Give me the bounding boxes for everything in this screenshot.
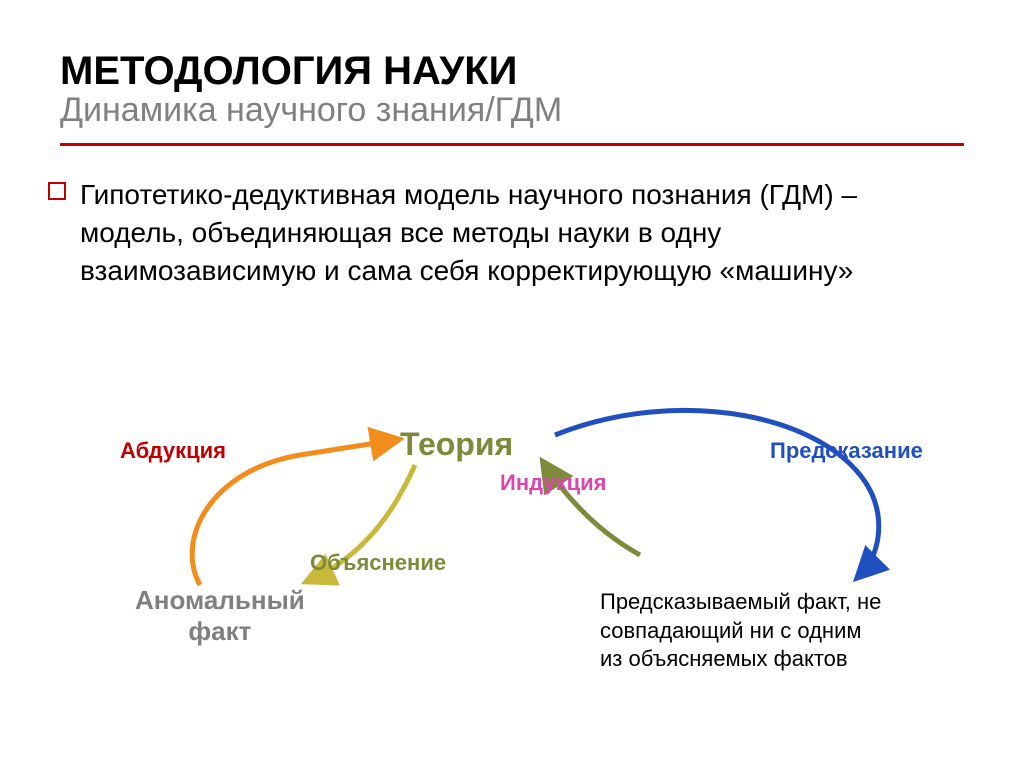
label-prediction: Предсказание [770, 438, 923, 464]
label-abduction: Абдукция [120, 438, 226, 464]
anomaly-line1: Аномальный [135, 585, 305, 615]
predfact-line2: совпадающий ни с одним [600, 618, 862, 643]
title-block: МЕТОДОЛОГИЯ НАУКИ Динамика научного знан… [0, 0, 1024, 137]
label-induction: Индукция [500, 470, 606, 496]
predfact-line1: Предсказываемый факт, не [600, 589, 881, 614]
paragraph: Гипотетико-дедуктивная модель научного п… [80, 176, 954, 289]
diagram-area: Теория Аномальный факт Абдукция Объяснен… [0, 400, 1024, 760]
node-prediction-fact: Предсказываемый факт, не совпадающий ни … [600, 588, 881, 674]
body-text: Гипотетико-дедуктивная модель научного п… [0, 146, 1024, 289]
node-theory: Теория [400, 425, 513, 463]
label-explanation: Объяснение [310, 550, 446, 576]
title-main: МЕТОДОЛОГИЯ НАУКИ [60, 50, 964, 92]
title-sub: Динамика научного знания/ГДМ [60, 92, 964, 129]
anomaly-line2: факт [188, 616, 251, 646]
node-anomaly: Аномальный факт [135, 585, 305, 647]
predfact-line3: из объясняемых фактов [600, 646, 848, 671]
bullet-icon [48, 182, 66, 200]
